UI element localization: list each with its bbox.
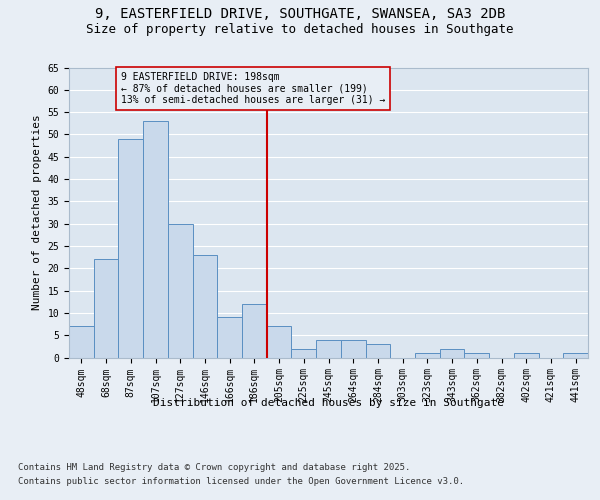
Bar xyxy=(168,224,193,358)
Bar xyxy=(563,353,588,358)
Bar xyxy=(316,340,341,357)
Bar xyxy=(193,255,217,358)
Bar xyxy=(415,353,440,358)
Bar xyxy=(217,318,242,358)
Bar xyxy=(365,344,390,358)
Text: 9 EASTERFIELD DRIVE: 198sqm
← 87% of detached houses are smaller (199)
13% of se: 9 EASTERFIELD DRIVE: 198sqm ← 87% of det… xyxy=(121,72,385,105)
Bar xyxy=(464,353,489,358)
Text: Size of property relative to detached houses in Southgate: Size of property relative to detached ho… xyxy=(86,22,514,36)
Text: Contains HM Land Registry data © Crown copyright and database right 2025.: Contains HM Land Registry data © Crown c… xyxy=(18,462,410,471)
Bar xyxy=(143,121,168,358)
Bar xyxy=(267,326,292,358)
Bar xyxy=(514,353,539,358)
Bar xyxy=(118,139,143,358)
Bar xyxy=(440,348,464,358)
Bar xyxy=(69,326,94,358)
Bar xyxy=(242,304,267,358)
Bar xyxy=(341,340,365,357)
Bar xyxy=(292,348,316,358)
Text: Distribution of detached houses by size in Southgate: Distribution of detached houses by size … xyxy=(154,398,504,407)
Y-axis label: Number of detached properties: Number of detached properties xyxy=(32,114,42,310)
Text: 9, EASTERFIELD DRIVE, SOUTHGATE, SWANSEA, SA3 2DB: 9, EASTERFIELD DRIVE, SOUTHGATE, SWANSEA… xyxy=(95,8,505,22)
Bar xyxy=(94,260,118,358)
Text: Contains public sector information licensed under the Open Government Licence v3: Contains public sector information licen… xyxy=(18,478,464,486)
